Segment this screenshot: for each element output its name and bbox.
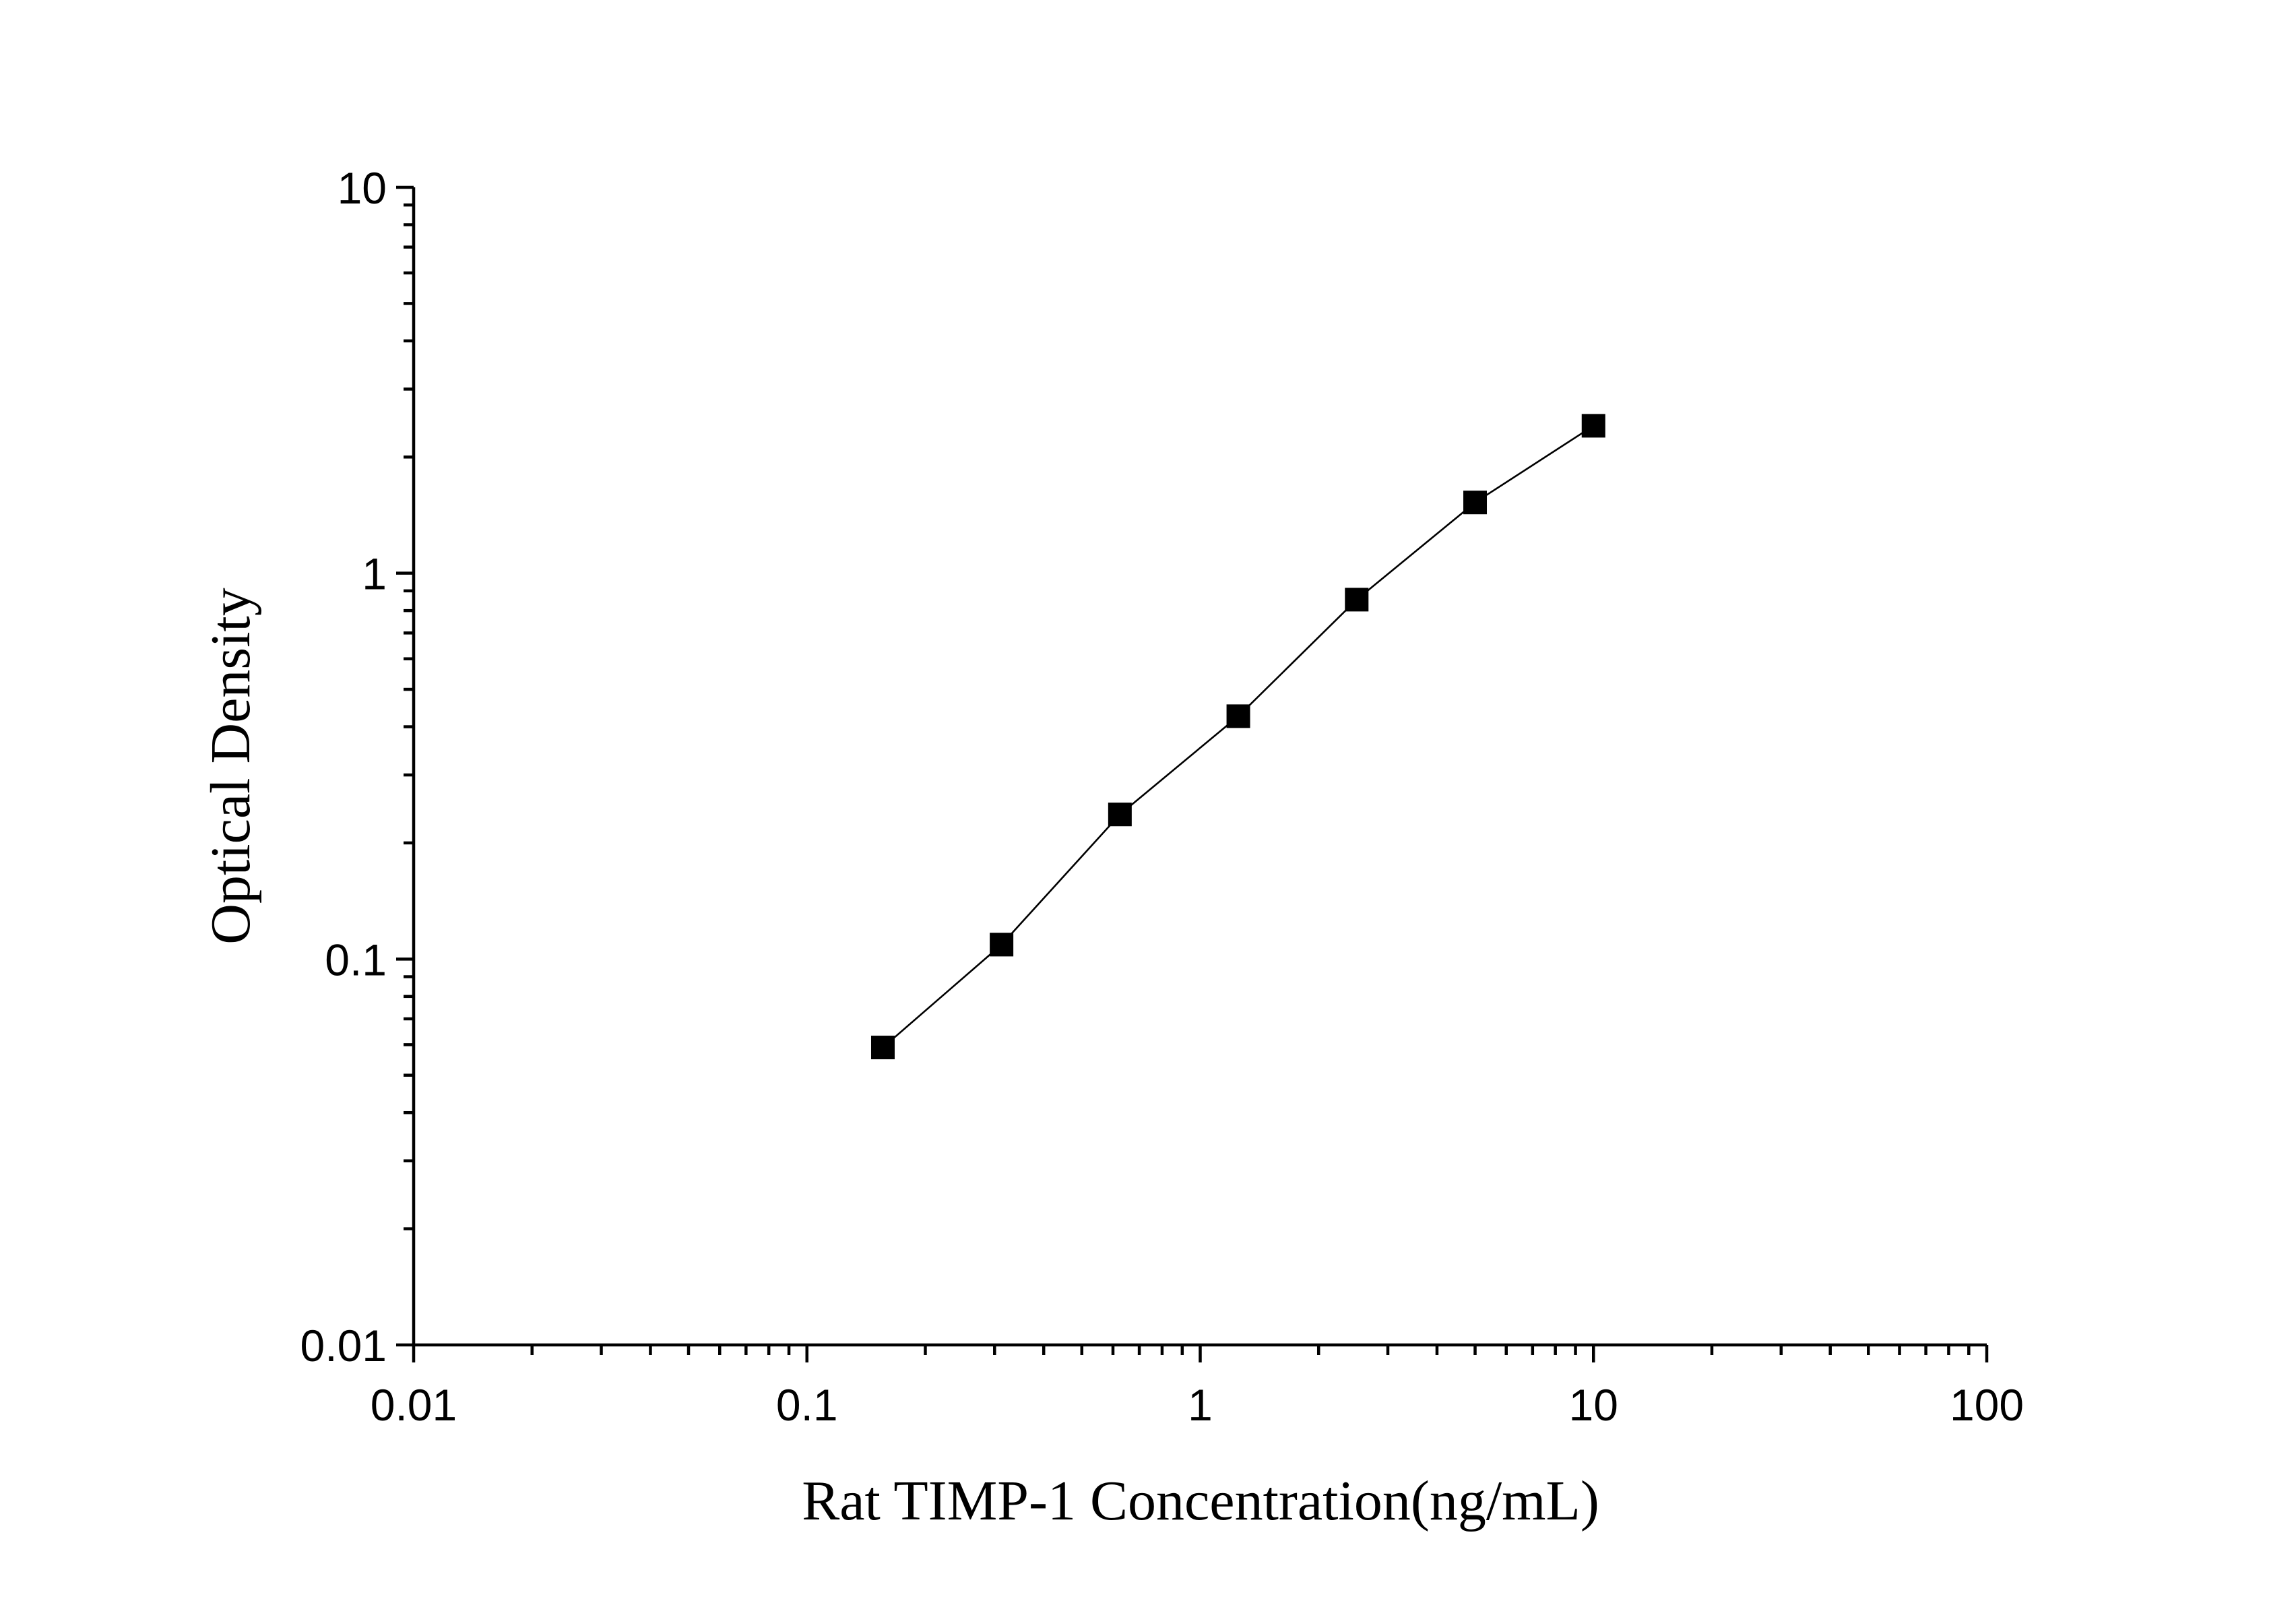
y-tick-label: 0.1	[325, 935, 387, 984]
data-point	[870, 1036, 895, 1060]
data-point	[1108, 803, 1132, 827]
x-tick-label: 0.01	[371, 1380, 457, 1430]
data-point	[1463, 491, 1488, 515]
x-tick-label: 0.1	[776, 1380, 838, 1430]
y-tick-label: 1	[362, 549, 387, 599]
x-tick-label: 10	[1569, 1380, 1618, 1430]
series-line	[882, 425, 1594, 1048]
x-tick-label: 100	[1950, 1380, 2024, 1430]
x-axis-title: Rat TIMP-1 Concentration(ng/mL)	[802, 1470, 1599, 1532]
y-axis-title: Optical Density	[199, 588, 262, 945]
data-point	[1581, 414, 1605, 438]
y-tick-label: 10	[338, 163, 387, 213]
data-point	[990, 933, 1014, 957]
x-tick-label: 1	[1188, 1380, 1213, 1430]
data-point	[1345, 588, 1369, 612]
y-tick-label: 0.01	[300, 1321, 387, 1371]
data-point	[1226, 704, 1250, 728]
